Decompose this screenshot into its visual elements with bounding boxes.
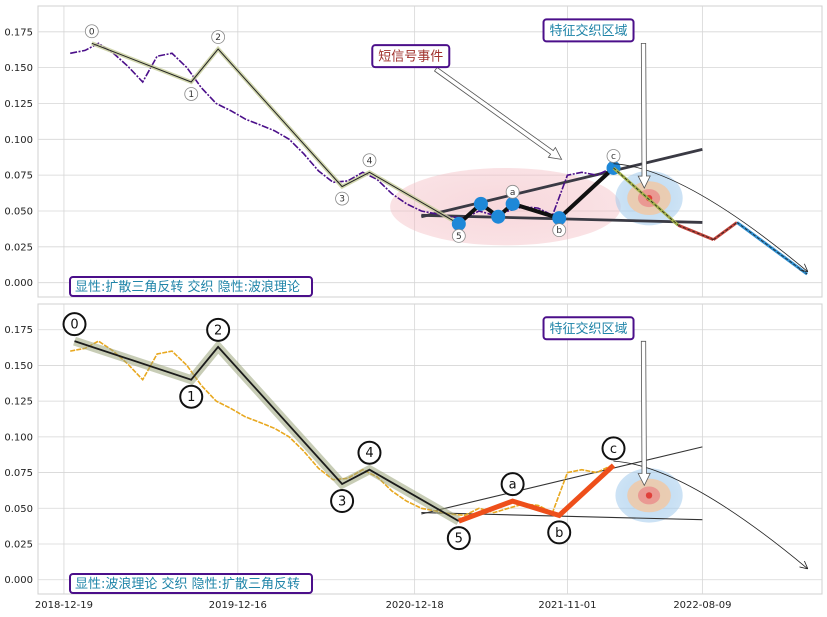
bottom-triangle-upper-line (421, 446, 703, 515)
top-impulse-wave-line (91, 42, 460, 225)
bottom-legend-box (69, 573, 313, 594)
top-y-tick-label: 0.000 (4, 278, 33, 289)
bottom-y-tick-label: 0.100 (4, 432, 33, 443)
top-wave-label-circle (505, 184, 520, 199)
top-annotation-box (371, 44, 451, 69)
bottom-wave-label-circle (330, 489, 355, 513)
bottom-wave-label-circle (357, 440, 382, 465)
top-annotation-text: 特征交织区域 (550, 23, 628, 39)
top-panel: 0.000 0.025 0.050 0.075 0.100 0.125 0.150 0.175… (4, 5, 823, 298)
bottom-wave-label: 0 (70, 318, 78, 333)
top-wave-label: 3 (339, 195, 345, 205)
bottom-wave-label-circle (179, 384, 204, 409)
bottom-wave-label-circle (446, 526, 471, 551)
top-legend-text: 显性:扩散三角反转 交织 隐性:波浪理论 (75, 279, 300, 295)
bottom-wave-label: 2 (214, 323, 222, 338)
bottom-y-tick-label: 0.150 (4, 361, 33, 372)
top-y-tick-label: 0.100 (4, 135, 33, 146)
top-forecast-dash (678, 224, 714, 241)
bottom-y-tick-label: 0.050 (4, 504, 33, 515)
top-wave-label-circle (184, 87, 199, 101)
top-short-signal-ellipse (390, 167, 621, 246)
bottom-wave-label-circle (62, 312, 87, 337)
top-wave-label-circle (84, 24, 99, 39)
top-wave-label-circle (211, 30, 226, 44)
top-triangle-pivot (552, 211, 567, 226)
top-annotation-arrow (433, 66, 563, 160)
bottom-forecast-arc (613, 460, 808, 568)
top-wave-label: c (611, 152, 616, 162)
top-forecast-dash (613, 167, 679, 226)
bottom-wave-label: 3 (338, 495, 346, 510)
top-forecast-dash (736, 222, 808, 275)
top-triangle-upper-line (421, 147, 703, 219)
bottom-corrective-wave (457, 463, 616, 524)
top-y-tick-label: 0.175 (4, 27, 33, 38)
top-price-line (70, 42, 612, 220)
top-forecast-segment (712, 221, 738, 241)
bottom-annotation-text: 特征交织区域 (550, 321, 628, 337)
top-triangle-pivot (505, 196, 520, 211)
bottom-y-tick-label: 0.000 (4, 575, 33, 586)
top-wave-label: 5 (456, 232, 462, 242)
bottom-panel: 0.000 0.025 0.050 0.075 0.100 0.125 0.150 0.175… (4, 303, 823, 611)
top-y-tick-label: 0.050 (4, 206, 33, 217)
bottom-annotation-arrow (637, 340, 651, 487)
bottom-y-tick-label: 0.075 (4, 468, 33, 479)
top-wave-label: 2 (215, 33, 221, 43)
bottom-y-tick-label: 0.025 (4, 540, 33, 551)
top-annotation-text: 短信号事件 (378, 50, 443, 65)
top-y-tick-label: 0.075 (4, 171, 33, 182)
bottom-wave-label: b (555, 526, 563, 541)
top-wave-label-circle (606, 149, 621, 163)
top-forecast-arc (613, 163, 808, 272)
top-wave-label: 0 (89, 27, 95, 37)
bottom-y-tick-label: 0.125 (4, 397, 33, 408)
bottom-wave-label: a (509, 478, 517, 493)
top-legend-box (69, 276, 313, 297)
bottom-annotation-box (542, 316, 635, 341)
x-tick-label: 2021-11-01 (538, 600, 596, 611)
x-tick-label: 2018-12-19 (35, 600, 93, 611)
bottom-target-center (645, 492, 653, 499)
top-y-tick-label: 0.125 (4, 99, 33, 110)
top-triangle-pivot (473, 196, 488, 211)
bottom-wave-label: 4 (365, 446, 373, 461)
top-wave-label: 4 (367, 156, 373, 166)
bottom-plot-area (37, 303, 823, 595)
x-tick-label: 2019-12-16 (209, 600, 267, 611)
top-wave-label-circle (552, 223, 567, 238)
bottom-wave-label: 5 (455, 532, 463, 547)
top-triangle-pivot (491, 209, 506, 224)
top-wave-label-circle (451, 228, 466, 243)
bottom-wave-label-circle (601, 436, 626, 461)
top-wave-label: b (556, 226, 562, 236)
bottom-impulse-wave-line (74, 340, 460, 522)
x-tick-label: 2020-12-18 (386, 600, 444, 611)
bottom-y-tick-label: 0.175 (4, 325, 33, 336)
bottom-wave-label: c (610, 442, 617, 457)
bottom-wave-label: 1 (187, 390, 195, 405)
top-wave-label: a (510, 188, 516, 198)
top-y-tick-label: 0.025 (4, 242, 33, 253)
top-wave-label-circle (362, 153, 377, 168)
top-annotation-box (542, 18, 635, 43)
top-triangle-pivot (451, 216, 466, 231)
top-annotation-arrow (637, 43, 651, 189)
bottom-wave-label-circle (206, 317, 231, 342)
top-y-tick-label: 0.150 (4, 63, 33, 74)
bottom-legend-text: 显性:波浪理论 交织 隐性:扩散三角反转 (75, 576, 300, 592)
top-wave-label: 1 (188, 90, 194, 100)
bottom-wave-label-circle (500, 472, 525, 497)
x-tick-label: 2022-08-09 (673, 600, 731, 611)
bottom-wave-label-circle (547, 520, 572, 545)
top-wave-label-circle (335, 191, 349, 206)
